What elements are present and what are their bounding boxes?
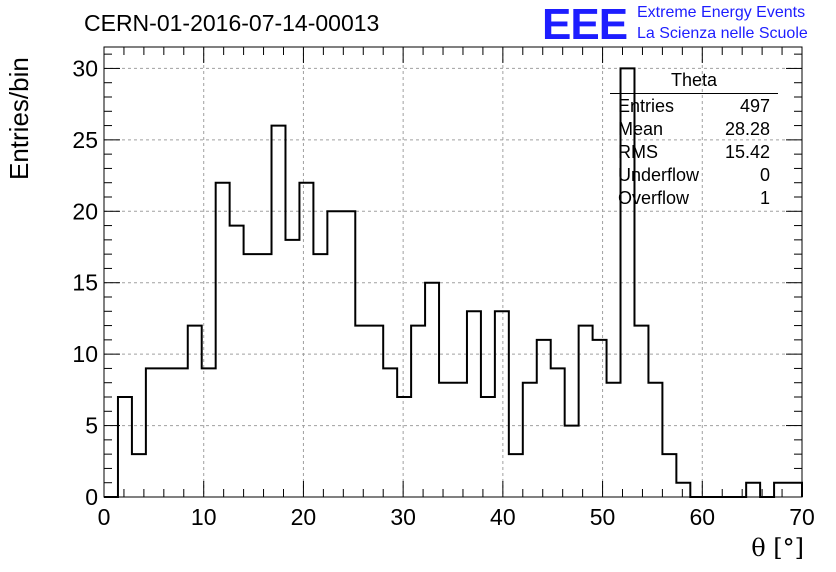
x-tick-label: 40 <box>490 504 516 530</box>
stats-row-rms: RMS 15.42 <box>610 141 778 164</box>
x-tick-label: 60 <box>689 504 715 530</box>
plot-frame <box>103 46 803 498</box>
stats-row-entries: Entries 497 <box>610 95 778 118</box>
y-tick-label: 30 <box>72 55 98 81</box>
stats-value: 497 <box>739 96 770 116</box>
x-tick-label: 70 <box>789 504 815 530</box>
x-tick-label: 30 <box>390 504 416 530</box>
histogram-outline <box>104 67 803 498</box>
eee-logo: EEE <box>542 0 628 49</box>
y-axis-label: Entries/bin <box>4 57 34 180</box>
y-tick-label: 20 <box>72 198 98 224</box>
stats-row-overflow: Overflow 1 <box>610 187 778 210</box>
x-tick-label: 0 <box>98 504 111 530</box>
y-tick-label: 5 <box>85 413 98 439</box>
x-tick-label: 20 <box>291 504 317 530</box>
stats-label: RMS <box>618 142 658 162</box>
x-tick-label: 50 <box>590 504 616 530</box>
brand-line-2: La Scienza nelle Scuole <box>637 25 808 42</box>
x-axis-label: θ [°] <box>751 534 804 562</box>
stats-value: 15.42 <box>724 142 770 162</box>
stats-value: 28.28 <box>724 119 770 139</box>
y-tick-label: 10 <box>72 341 98 367</box>
stats-value: 1 <box>759 188 770 208</box>
y-tick-label: 0 <box>85 484 98 510</box>
x-tick-label: 10 <box>191 504 217 530</box>
stats-value: 0 <box>759 165 770 185</box>
y-tick-label: 25 <box>72 127 98 153</box>
chart-title: CERN-01-2016-07-14-00013 <box>84 10 380 36</box>
stats-row-mean: Mean 28.28 <box>610 118 778 141</box>
stats-label: Overflow <box>618 188 690 208</box>
stats-box: Theta Entries 497 Mean 28.28 RMS 15.42 U… <box>610 70 778 210</box>
stats-row-underflow: Underflow 0 <box>610 164 778 187</box>
stats-label: Entries <box>618 96 675 116</box>
brand-line-1: Extreme Energy Events <box>637 4 806 21</box>
stats-label: Underflow <box>618 165 700 185</box>
stats-label: Mean <box>618 119 664 139</box>
y-tick-label: 15 <box>72 270 98 296</box>
stats-title: Theta <box>610 70 778 94</box>
